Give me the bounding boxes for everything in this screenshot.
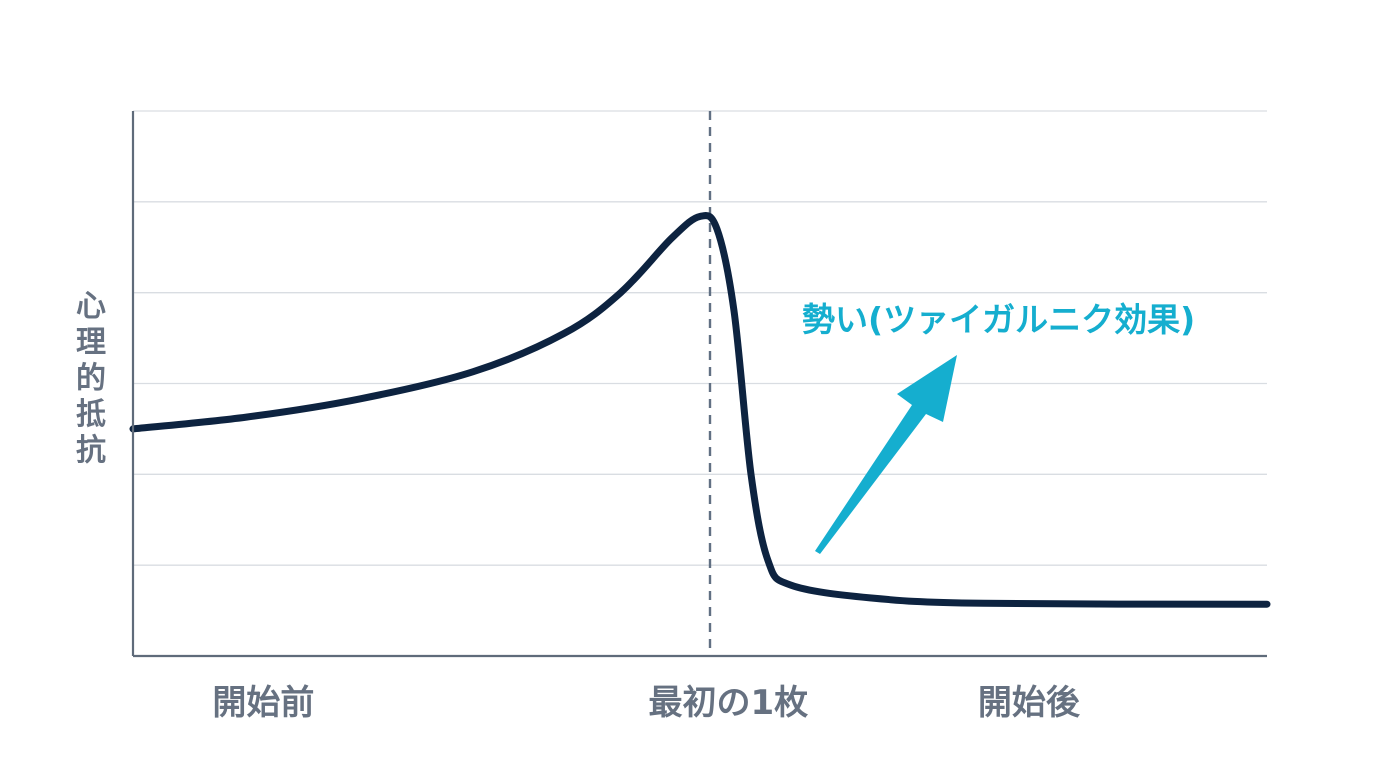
- momentum-annotation-text: 勢い(ツァイガルニク効果): [802, 300, 1195, 339]
- y-axis-title-char: 心: [76, 289, 106, 324]
- x-tick-label: 開始前: [212, 683, 314, 723]
- resistance-curve: [129, 212, 1271, 608]
- momentum-arrow: [815, 355, 957, 554]
- axes: [131, 111, 1267, 658]
- y-axis-title-char: 理: [76, 325, 106, 360]
- x-tick-label: 開始後: [978, 683, 1081, 723]
- y-axis-title-char: 抵: [76, 397, 106, 432]
- y-axis-title-char: 抗: [76, 433, 106, 468]
- x-tick-label: 最初の1枚: [649, 683, 809, 723]
- momentum-annotation: 勢い(ツァイガルニク効果): [802, 300, 1195, 554]
- y-axis-title-char: 的: [76, 361, 106, 396]
- gridlines: [133, 110, 1267, 566]
- x-tick-labels: 開始前 最初の1枚 開始後: [212, 683, 1080, 723]
